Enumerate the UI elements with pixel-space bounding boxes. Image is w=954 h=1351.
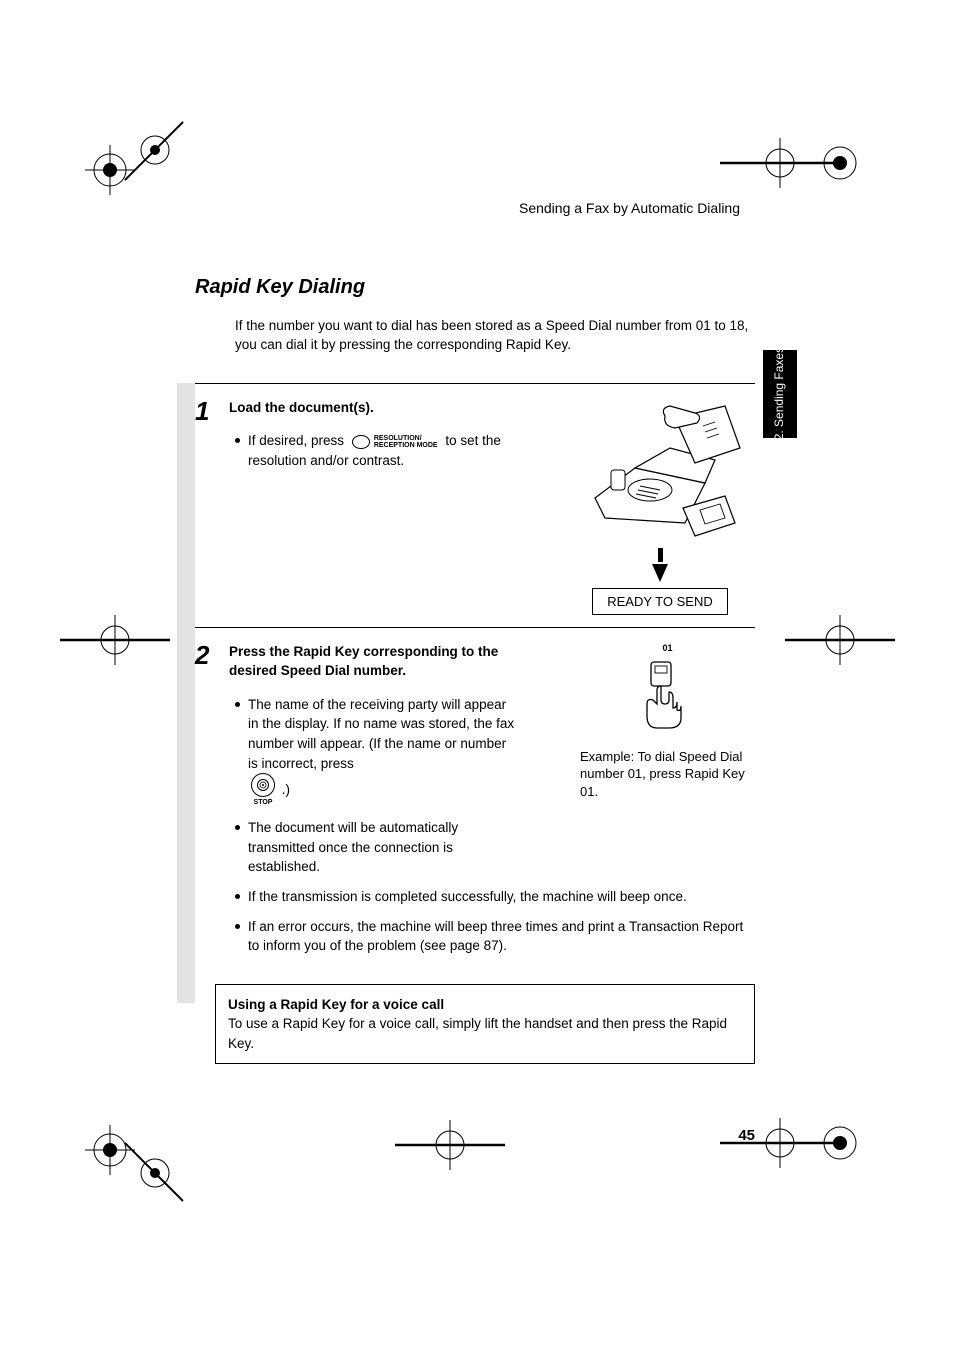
text-fragment: If desired, press bbox=[248, 433, 344, 448]
step-2-bullet-4-text: If an error occurs, the machine will bee… bbox=[248, 917, 755, 956]
step-1-number: 1 bbox=[195, 398, 219, 615]
step-2-bullet-3: If the transmission is completed success… bbox=[235, 887, 755, 907]
page-number: 45 bbox=[738, 1127, 755, 1144]
press-key-icon bbox=[633, 656, 703, 736]
step-2-bullet-1-text: The name of the receiving party will app… bbox=[248, 695, 518, 808]
step-2-heading: Press the Rapid Key corresponding to the… bbox=[229, 642, 509, 681]
step-2-example: Example: To dial Speed Dial number 01, p… bbox=[580, 748, 755, 801]
step-2-figure: 01 Example: To dial Speed Dial number 01… bbox=[580, 642, 755, 801]
crop-mark-bl bbox=[75, 1095, 185, 1205]
stop-button-icon: STOP bbox=[251, 773, 275, 808]
step-1-figure: READY TO SEND bbox=[565, 398, 755, 615]
bullet-dot bbox=[235, 924, 240, 929]
crop-mark-mr bbox=[785, 605, 895, 675]
step-sidebar bbox=[177, 383, 195, 1003]
bullet-dot bbox=[235, 825, 240, 830]
text-line: RESOLUTION/ bbox=[374, 435, 438, 442]
arrow-stem bbox=[658, 548, 663, 562]
resolution-button-icon: RESOLUTION/ RECEPTION MODE bbox=[352, 435, 438, 449]
bullet-dot bbox=[235, 894, 240, 899]
crop-mark-bc bbox=[395, 1110, 505, 1180]
stop-outer-circle bbox=[251, 773, 275, 797]
chapter-tab-label: 2. Sending Faxes bbox=[773, 347, 786, 440]
text-fragment: The name of the receiving party will app… bbox=[248, 697, 514, 771]
text-line: RECEPTION MODE bbox=[374, 442, 438, 449]
step-2-bullet-2-text: The document will be automatically trans… bbox=[248, 818, 518, 877]
note-heading: Using a Rapid Key for a voice call bbox=[228, 997, 444, 1012]
lcd-display: READY TO SEND bbox=[592, 588, 727, 615]
resolution-label: RESOLUTION/ RECEPTION MODE bbox=[374, 435, 438, 449]
crop-mark-tl bbox=[75, 115, 185, 225]
step-2-bullet-2: The document will be automatically trans… bbox=[235, 818, 755, 877]
fax-machine-icon bbox=[575, 398, 745, 548]
arrow-down-icon bbox=[652, 564, 668, 582]
step-1-heading: Load the document(s). bbox=[229, 398, 555, 418]
note-box: Using a Rapid Key for a voice call To us… bbox=[215, 984, 755, 1065]
bullet-dot bbox=[235, 438, 240, 443]
page-content: Sending a Fax by Automatic Dialing Rapid… bbox=[195, 200, 755, 1064]
crop-mark-ml bbox=[60, 605, 170, 675]
step-1: 1 Load the document(s). If desired, pres… bbox=[195, 383, 755, 615]
oval-button-icon bbox=[352, 435, 370, 449]
step-2-bullet-3-text: If the transmission is completed success… bbox=[248, 887, 755, 907]
step-1-bullet: If desired, press RESOLUTION/ RECEPTION … bbox=[235, 431, 555, 470]
crop-mark-br bbox=[720, 1095, 870, 1205]
step-1-bullet-text: If desired, press RESOLUTION/ RECEPTION … bbox=[248, 431, 555, 470]
step-2: 2 Press the Rapid Key corresponding to t… bbox=[195, 627, 755, 966]
running-header: Sending a Fax by Automatic Dialing bbox=[195, 200, 755, 216]
section-title: Rapid Key Dialing bbox=[195, 276, 755, 299]
step-2-number: 2 bbox=[195, 642, 219, 966]
chapter-tab: 2. Sending Faxes bbox=[763, 350, 797, 438]
step-1-body: Load the document(s). If desired, press … bbox=[229, 398, 555, 615]
bullet-dot bbox=[235, 702, 240, 707]
section-intro: If the number you want to dial has been … bbox=[235, 317, 755, 355]
note-body: To use a Rapid Key for a voice call, sim… bbox=[228, 1016, 727, 1051]
step-2-bullet-4: If an error occurs, the machine will bee… bbox=[235, 917, 755, 956]
stop-inner-circle bbox=[257, 779, 269, 791]
rapid-key-number: 01 bbox=[580, 642, 755, 654]
text-fragment: .) bbox=[282, 782, 290, 797]
stop-label: STOP bbox=[254, 798, 273, 808]
